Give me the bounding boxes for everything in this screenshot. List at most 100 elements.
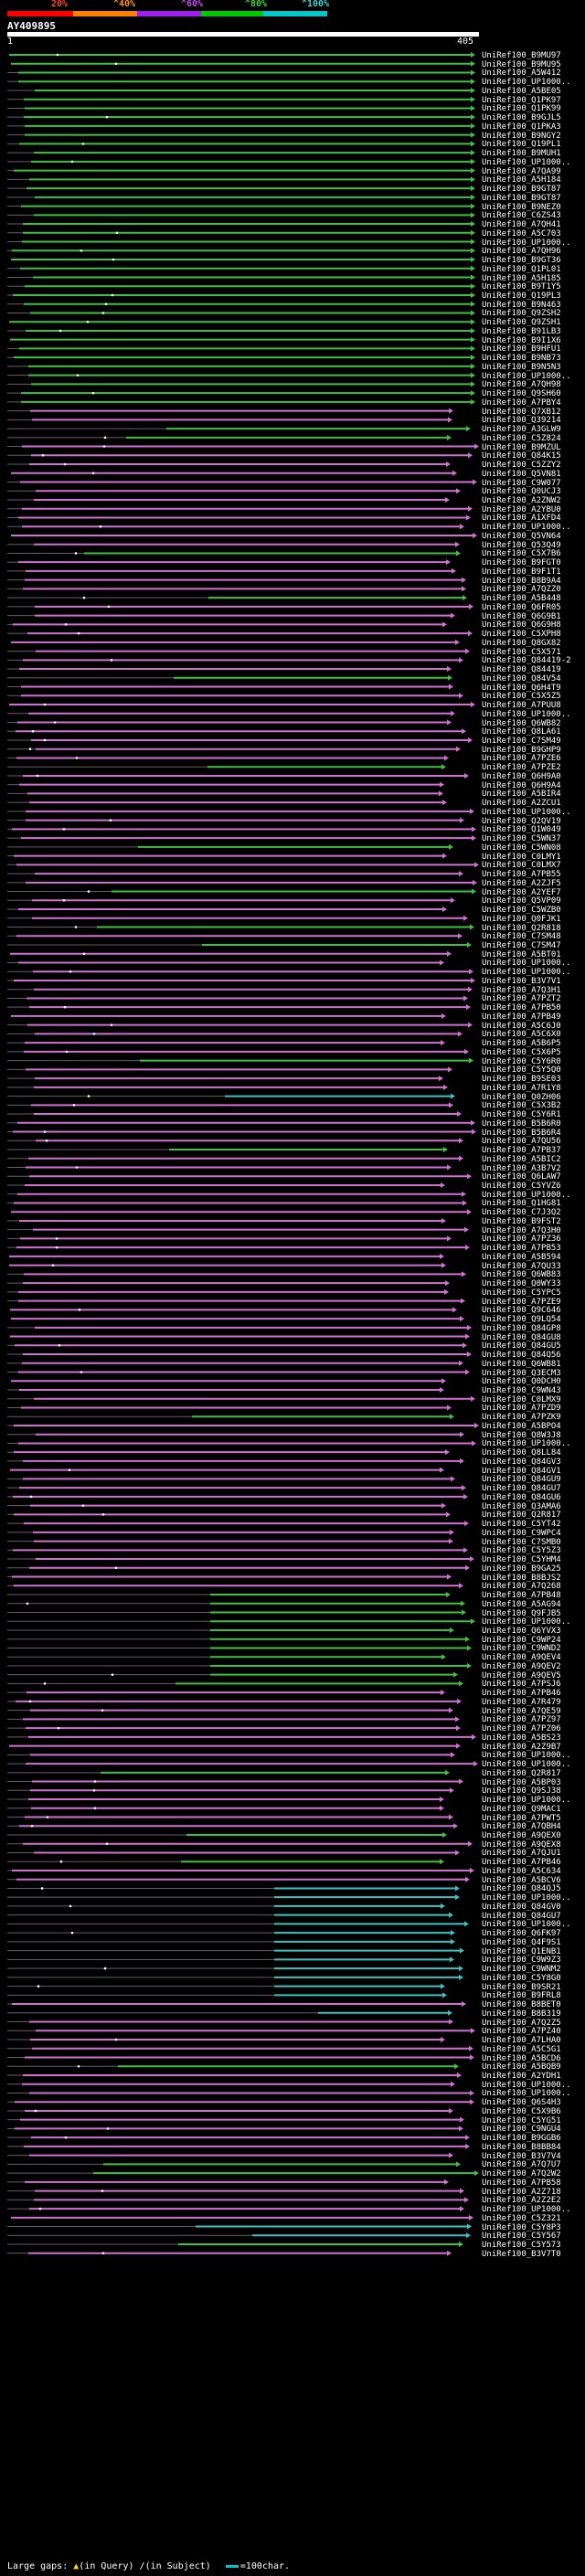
hit-link[interactable]: UniRef100_Q2R818 bbox=[482, 923, 561, 933]
hit-link[interactable]: UniRef100_B9GT87 bbox=[482, 193, 561, 203]
hit-link[interactable]: UniRef100_B9MUH1 bbox=[482, 149, 561, 159]
hit-link[interactable]: UniRef100_A2YDH1 bbox=[482, 2071, 561, 2081]
hit-link[interactable]: UniRef100_Q4F9S1 bbox=[482, 1937, 561, 1947]
hit-link[interactable]: UniRef100_Q8LL84 bbox=[482, 1448, 561, 1458]
hit-link[interactable]: UniRef100_A7PZT2 bbox=[482, 994, 561, 1004]
hit-link[interactable]: UniRef100_C5Y6R1 bbox=[482, 1110, 561, 1120]
hit-link[interactable]: UniRef100_B9N5N3 bbox=[482, 362, 561, 372]
hit-link[interactable]: UniRef100_Q9ZSH2 bbox=[482, 309, 561, 319]
hit-link[interactable]: UniRef100_A7PB50 bbox=[482, 1003, 561, 1013]
hit-link[interactable]: UniRef100_Q84GU9 bbox=[482, 1475, 561, 1485]
hit-link[interactable]: UniRef100_Q2QV19 bbox=[482, 816, 561, 826]
hit-link[interactable]: UniRef100_Q0FJK1 bbox=[482, 914, 561, 924]
hit-link[interactable]: UniRef100_Q84419-2 bbox=[482, 656, 571, 666]
hit-link[interactable]: UniRef100_A9QEX0 bbox=[482, 1831, 561, 1840]
hit-link[interactable]: UniRef100_Q84QJ5 bbox=[482, 1884, 561, 1894]
hit-link[interactable]: UniRef100_C9WND2 bbox=[482, 1644, 561, 1654]
hit-link[interactable]: UniRef100_B9FST2 bbox=[482, 1216, 561, 1226]
hit-link[interactable]: UniRef100_B9GHP9 bbox=[482, 745, 561, 755]
hit-link[interactable]: UniRef100_A7R1Y8 bbox=[482, 1083, 561, 1093]
hit-link[interactable]: UniRef100_A7PB53 bbox=[482, 1244, 561, 1254]
hit-link[interactable]: UniRef100_Q84GV1 bbox=[482, 1466, 561, 1476]
hit-link[interactable]: UniRef100_Q6WB83 bbox=[482, 1270, 561, 1280]
hit-link[interactable]: UniRef100_C5YVZ6 bbox=[482, 1181, 561, 1191]
hit-link[interactable]: UniRef100_B9SR21 bbox=[482, 1982, 561, 1992]
hit-link[interactable]: UniRef100_C6ZS43 bbox=[482, 211, 561, 221]
hit-link[interactable]: UniRef100_C5X7B6 bbox=[482, 549, 561, 559]
hit-link[interactable]: UniRef100_UP1000.. bbox=[482, 2080, 571, 2090]
hit-link[interactable]: UniRef100_Q0WY33 bbox=[482, 1279, 561, 1289]
hit-link[interactable]: UniRef100_A5H184 bbox=[482, 175, 561, 186]
hit-link[interactable]: UniRef100_Q84K15 bbox=[482, 451, 561, 461]
hit-link[interactable]: UniRef100_Q9LQ54 bbox=[482, 1315, 561, 1325]
hit-link[interactable]: UniRef100_A2ZCU1 bbox=[482, 799, 561, 809]
hit-link[interactable]: UniRef100_C5Y5Z3 bbox=[482, 1546, 561, 1556]
hit-link[interactable]: UniRef100_UP1000.. bbox=[482, 157, 571, 167]
hit-link[interactable]: UniRef100_C7SM47 bbox=[482, 941, 561, 950]
hit-link[interactable]: UniRef100_B9GGB6 bbox=[482, 2134, 561, 2144]
hit-link[interactable]: UniRef100_C5Z321 bbox=[482, 2213, 561, 2223]
hit-link[interactable]: UniRef100_A7Q268 bbox=[482, 1582, 561, 1592]
hit-link[interactable]: UniRef100_A9QEV2 bbox=[482, 1661, 561, 1671]
hit-link[interactable]: UniRef100_A7QBH4 bbox=[482, 1822, 561, 1832]
hit-link[interactable]: UniRef100_A7QU56 bbox=[482, 1137, 561, 1147]
hit-link[interactable]: UniRef100_C5XPH8 bbox=[482, 630, 561, 640]
hit-link[interactable]: UniRef100_C9WPC4 bbox=[482, 1528, 561, 1538]
hit-link[interactable]: UniRef100_C5Y6R0 bbox=[482, 1056, 561, 1066]
hit-link[interactable]: UniRef100_Q84419 bbox=[482, 665, 561, 675]
hit-link[interactable]: UniRef100_Q84GV3 bbox=[482, 1457, 561, 1467]
hit-link[interactable]: UniRef100_A2Z2E2 bbox=[482, 2196, 561, 2206]
hit-link[interactable]: UniRef100_A7Q3H0 bbox=[482, 1225, 561, 1235]
hit-link[interactable]: UniRef100_A5AG94 bbox=[482, 1599, 561, 1609]
hit-link[interactable]: UniRef100_C5X6P5 bbox=[482, 1047, 561, 1057]
hit-link[interactable]: UniRef100_Q1HG81 bbox=[482, 1199, 561, 1209]
hit-link[interactable]: UniRef100_A7PSJ6 bbox=[482, 1680, 561, 1690]
hit-link[interactable]: UniRef100_UP1000.. bbox=[482, 1796, 571, 1806]
hit-link[interactable]: UniRef100_Q9ZSH1 bbox=[482, 318, 561, 328]
hit-link[interactable]: UniRef100_A5B6P5 bbox=[482, 1039, 561, 1049]
hit-link[interactable]: UniRef100_C7J3Q2 bbox=[482, 1208, 561, 1218]
hit-link[interactable]: UniRef100_C5YT42 bbox=[482, 1520, 561, 1530]
hit-link[interactable]: UniRef100_B9T1Y5 bbox=[482, 282, 561, 292]
hit-link[interactable]: UniRef100_A7QU33 bbox=[482, 1261, 561, 1271]
hit-link[interactable]: UniRef100_A5BIC2 bbox=[482, 1154, 561, 1164]
hit-link[interactable]: UniRef100_B9F1T1 bbox=[482, 567, 561, 577]
hit-link[interactable]: UniRef100_C5Y567 bbox=[482, 2231, 561, 2242]
hit-link[interactable]: UniRef100_A7PB46 bbox=[482, 1689, 561, 1699]
hit-link[interactable]: UniRef100_C9W9Z3 bbox=[482, 1956, 561, 1966]
hit-link[interactable]: UniRef100_A7LHA0 bbox=[482, 2036, 561, 2046]
hit-link[interactable]: UniRef100_A5B594 bbox=[482, 1252, 561, 1262]
hit-link[interactable]: UniRef100_B9GT87 bbox=[482, 185, 561, 195]
hit-link[interactable]: UniRef100_A2YEF7 bbox=[482, 887, 561, 897]
hit-link[interactable]: UniRef100_C5YG51 bbox=[482, 2115, 561, 2125]
hit-link[interactable]: UniRef100_A7QE59 bbox=[482, 1706, 561, 1716]
hit-link[interactable]: UniRef100_A7PZE6 bbox=[482, 754, 561, 764]
hit-link[interactable]: UniRef100_A7PB55 bbox=[482, 870, 561, 880]
hit-link[interactable]: UniRef100_Q5VP09 bbox=[482, 896, 561, 906]
hit-link[interactable]: UniRef100_A7PBY4 bbox=[482, 398, 561, 408]
hit-link[interactable]: UniRef100_A5BS23 bbox=[482, 1733, 561, 1743]
hit-link[interactable]: UniRef100_A7PZE9 bbox=[482, 1297, 561, 1307]
hit-link[interactable]: UniRef100_Q84GU6 bbox=[482, 1492, 561, 1502]
hit-link[interactable]: UniRef100_A9QEV4 bbox=[482, 1653, 561, 1663]
hit-link[interactable]: UniRef100_UP1000.. bbox=[482, 1760, 571, 1770]
hit-link[interactable]: UniRef100_Q5VN81 bbox=[482, 469, 561, 479]
hit-link[interactable]: UniRef100_Q1W049 bbox=[482, 825, 561, 835]
hit-link[interactable]: UniRef100_C5Y8P3 bbox=[482, 2222, 561, 2232]
hit-link[interactable]: UniRef100_B3V7T0 bbox=[482, 2249, 561, 2259]
hit-link[interactable]: UniRef100_Q39214 bbox=[482, 416, 561, 426]
hit-link[interactable]: UniRef100_A9QEV5 bbox=[482, 1670, 561, 1680]
hit-link[interactable]: UniRef100_UP1000.. bbox=[482, 959, 571, 969]
hit-link[interactable]: UniRef100_C5Y8G0 bbox=[482, 1973, 561, 1983]
hit-link[interactable]: UniRef100_A7QA99 bbox=[482, 166, 561, 176]
hit-link[interactable]: UniRef100_C7SMB0 bbox=[482, 1537, 561, 1547]
hit-link[interactable]: UniRef100_UP1000.. bbox=[482, 1920, 571, 1930]
hit-link[interactable]: UniRef100_A7PZ40 bbox=[482, 2027, 561, 2037]
hit-link[interactable]: UniRef100_C9WNM2 bbox=[482, 1965, 561, 1975]
hit-link[interactable]: UniRef100_Q6WB82 bbox=[482, 718, 561, 728]
hit-link[interactable]: UniRef100_Q1ENB1 bbox=[482, 1946, 561, 1956]
hit-link[interactable]: UniRef100_A3GLW9 bbox=[482, 425, 561, 435]
hit-link[interactable]: UniRef100_A2Z9B7 bbox=[482, 1742, 561, 1752]
hit-link[interactable]: UniRef100_B5B6R4 bbox=[482, 1128, 561, 1138]
hit-link[interactable]: UniRef100_B9GA25 bbox=[482, 1564, 561, 1574]
